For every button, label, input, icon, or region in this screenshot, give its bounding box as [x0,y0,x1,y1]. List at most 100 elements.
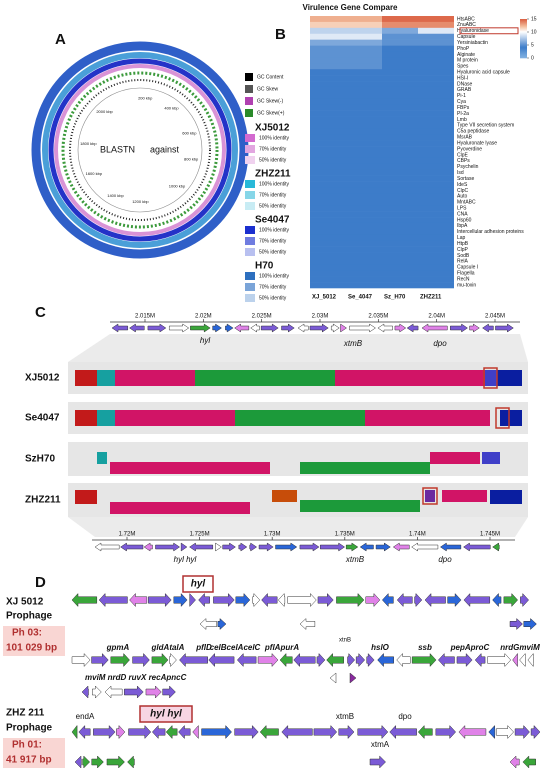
heat-cell [382,205,418,212]
heat-cell [310,175,346,182]
gene [488,724,496,740]
gene [145,685,162,699]
label: Yersiniabactin [457,40,488,46]
gene [143,542,153,552]
heat-cell [310,181,346,188]
heat-cell [346,276,382,283]
heat-cell [418,21,454,29]
size-box [3,626,65,656]
heat-cell [310,157,346,165]
heat-cell [310,122,346,129]
label: HSI-I [457,75,468,81]
gene [155,542,181,552]
label: gpmA [106,643,130,652]
heat-cell [418,57,454,64]
heat-cell [382,57,418,64]
gene [299,542,320,552]
gene [257,652,279,668]
gene [509,755,520,769]
label: xtmB [343,339,363,348]
colorbar [520,19,527,21]
colorbar [520,56,527,58]
label: Psychelin [457,164,479,170]
heat-cell [418,234,454,241]
heat-cell [346,169,382,176]
gene [98,592,128,608]
label: pflD [195,643,212,652]
gene [252,592,261,608]
heat-cell [382,217,418,224]
colorbar [520,23,527,26]
heat-cell [346,193,382,200]
gene [124,685,144,699]
label: Hsp60 [457,217,472,223]
gene [463,542,491,552]
label: ClpE [457,152,469,158]
label: hyl hyl [174,555,197,564]
heat-cell [418,128,454,135]
heat-cell [310,264,346,271]
label: hslO [371,643,390,652]
highlight [422,487,438,505]
label: DNase [457,81,473,87]
label: BLASTN [100,144,135,154]
heat-cell [418,69,454,76]
gc-skew [61,71,219,229]
heat-cell [346,63,382,70]
colorbar [520,20,527,23]
heat-cell [418,252,454,259]
label: FBPs [457,105,470,111]
gene [492,542,500,552]
gene [236,652,257,668]
gene [417,724,433,740]
gene [482,323,494,333]
colorbar [520,19,527,22]
heat-cell [418,116,454,123]
heat-cell [346,110,382,117]
gene [375,542,391,552]
gene [396,592,413,608]
legend-swatch [245,97,253,105]
heat-cell [418,199,454,206]
label: ClpC [457,188,469,194]
heat-cell [346,33,382,40]
heat-cell [418,27,454,35]
heat-cell [346,258,382,265]
gene [173,592,188,608]
ring [42,52,238,248]
label: Sortase [457,176,474,182]
heat-cell [310,116,346,123]
heat-cell [382,16,418,23]
legend-swatch [245,226,255,234]
label: 100% identity [259,135,290,141]
gene [435,724,456,740]
heat-cell [310,33,346,40]
heat-cell [382,116,418,123]
gene [165,724,178,740]
label: 1.745M [480,532,500,538]
gene [463,592,491,608]
gene [336,592,365,608]
gene [180,542,188,552]
gene [234,724,259,740]
label: hyl [200,336,210,345]
heat-cell [346,134,382,141]
label: C5a peptidase [457,129,489,135]
label: 2.045M [485,314,505,320]
heat-cell [346,270,382,277]
gene [450,323,468,333]
heat-cell [310,199,346,206]
label: 2000 kbp [96,109,113,114]
colorbar [520,21,527,24]
label: 200 kbp [138,95,153,100]
hyl-box [139,705,193,723]
colorbar [520,30,527,32]
label: Hyaluronidase [457,28,489,34]
label: 400 kbp [164,106,179,111]
heat-cell [382,222,418,230]
label: Pi-1 [457,93,466,99]
heat-cell [346,205,382,212]
colorbar [520,52,527,54]
heat-cell [310,146,346,153]
